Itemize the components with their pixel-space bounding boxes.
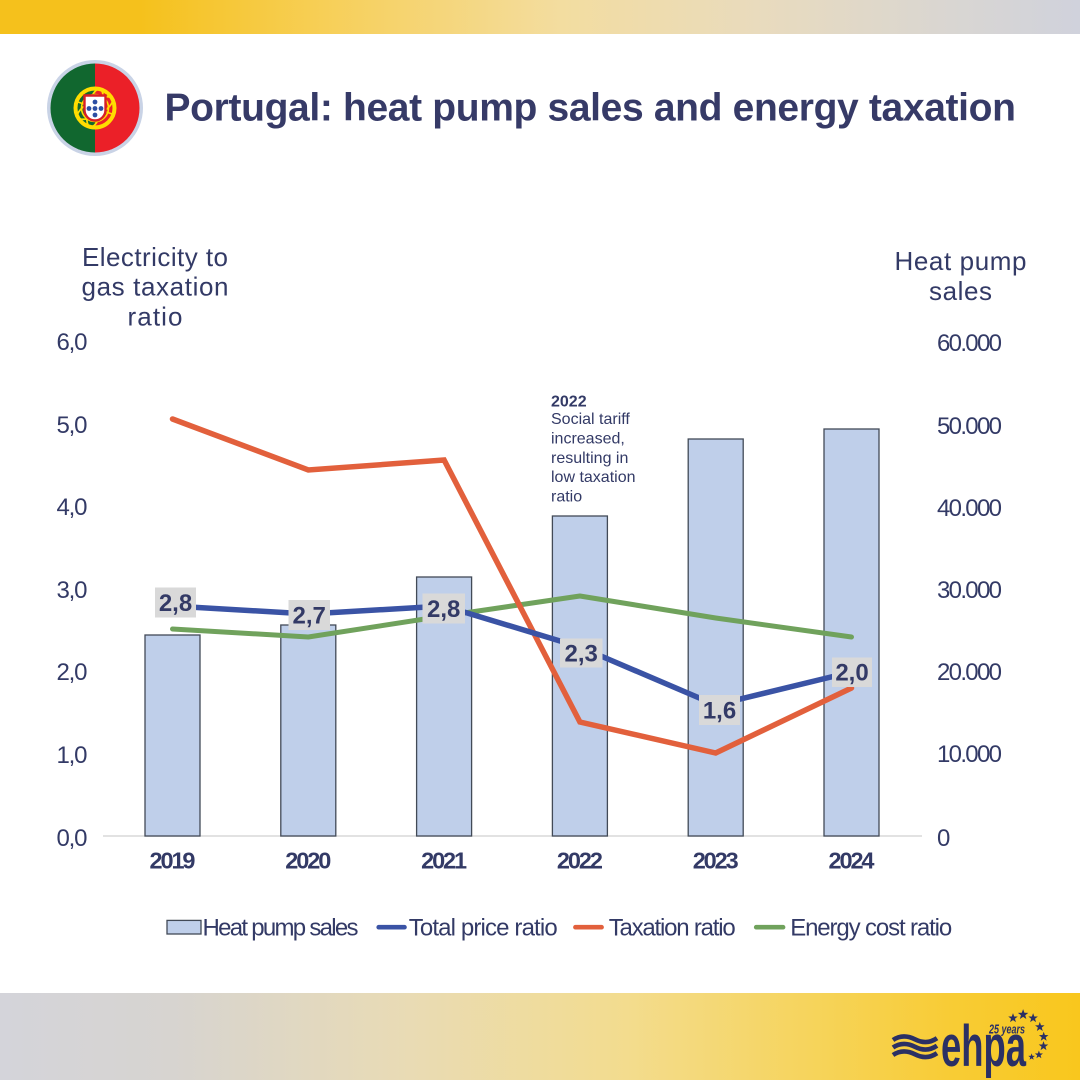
svg-text:Taxation ratio: Taxation ratio	[609, 915, 736, 942]
svg-text:ehpa: ehpa	[941, 1014, 1026, 1079]
svg-text:2020: 2020	[285, 848, 331, 874]
svg-text:5,0: 5,0	[57, 412, 88, 439]
svg-text:1,0: 1,0	[57, 742, 88, 769]
svg-text:Energy cost ratio: Energy cost ratio	[790, 915, 952, 942]
svg-text:sales: sales	[929, 276, 992, 306]
svg-text:2024: 2024	[829, 848, 875, 874]
svg-text:2,0: 2,0	[57, 659, 88, 686]
svg-text:Portugal: heat pump sales and: Portugal: heat pump sales and energy tax…	[165, 87, 1016, 130]
svg-text:2,7: 2,7	[293, 603, 326, 630]
svg-text:ratio: ratio	[551, 489, 582, 506]
svg-text:10.000: 10.000	[937, 741, 1002, 768]
svg-text:2022: 2022	[557, 848, 603, 874]
svg-text:0: 0	[937, 825, 950, 852]
svg-text:50.000: 50.000	[937, 413, 1002, 440]
svg-text:resulting in: resulting in	[551, 450, 628, 467]
svg-text:2021: 2021	[421, 848, 467, 874]
svg-text:0,0: 0,0	[57, 825, 88, 852]
svg-text:Heat pump: Heat pump	[895, 246, 1027, 276]
svg-text:3,0: 3,0	[57, 577, 88, 604]
svg-text:20.000: 20.000	[937, 659, 1002, 686]
svg-text:ratio: ratio	[128, 301, 183, 331]
svg-text:2,8: 2,8	[427, 596, 460, 623]
svg-text:2,8: 2,8	[159, 590, 192, 617]
svg-text:Electricity to: Electricity to	[82, 242, 228, 272]
svg-text:Social tariff: Social tariff	[551, 411, 630, 428]
svg-text:2,0: 2,0	[835, 660, 868, 687]
svg-text:2022: 2022	[551, 394, 587, 411]
svg-text:2,3: 2,3	[565, 641, 598, 668]
svg-text:Heat pump sales: Heat pump sales	[203, 915, 359, 942]
svg-text:60.000: 60.000	[937, 330, 1002, 357]
svg-text:2023: 2023	[693, 848, 739, 874]
svg-text:30.000: 30.000	[937, 577, 1002, 604]
svg-text:1,6: 1,6	[703, 698, 736, 725]
svg-text:40.000: 40.000	[937, 495, 1002, 522]
svg-text:2019: 2019	[150, 848, 196, 874]
svg-text:gas taxation: gas taxation	[82, 272, 229, 302]
svg-text:low taxation: low taxation	[551, 469, 636, 486]
svg-text:Total price ratio: Total price ratio	[409, 915, 558, 942]
svg-text:25 years: 25 years	[988, 1022, 1025, 1037]
svg-text:4,0: 4,0	[57, 494, 88, 521]
svg-text:6,0: 6,0	[57, 329, 88, 356]
svg-text:increased,: increased,	[551, 430, 625, 447]
